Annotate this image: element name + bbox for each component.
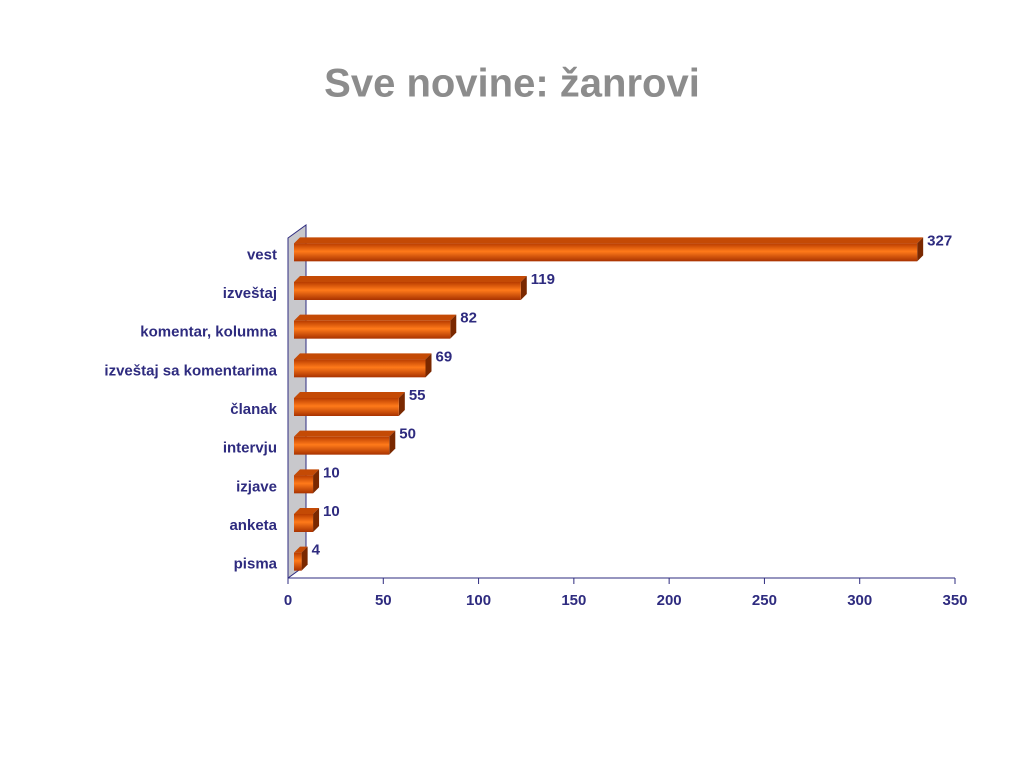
bar-top — [294, 508, 320, 514]
bar — [294, 243, 918, 262]
bar-top — [294, 353, 432, 360]
y-tick-label: izveštaj — [223, 285, 277, 302]
bar — [294, 359, 426, 378]
value-label: 119 — [531, 271, 555, 288]
bar — [294, 282, 521, 300]
x-tick-label: 250 — [752, 592, 777, 609]
bar-end — [398, 392, 405, 416]
value-label: 69 — [435, 348, 452, 365]
chart-title: Sve novine: žanrovi — [324, 62, 700, 106]
x-tick-label: 100 — [466, 592, 491, 609]
bar-end — [520, 276, 527, 300]
y-tick-label: komentar, kolumna — [140, 324, 277, 341]
bar — [294, 320, 451, 339]
bar-end — [313, 469, 320, 494]
bar-end — [450, 314, 457, 339]
y-tick-label: anketa — [229, 517, 277, 534]
bar-end — [313, 508, 320, 532]
y-tick-label: izveštaj sa komentarima — [104, 362, 277, 379]
bar — [294, 398, 399, 416]
value-label: 50 — [399, 426, 416, 443]
bar-end — [389, 430, 396, 455]
bar — [294, 552, 302, 571]
bar-end — [301, 546, 308, 571]
bar — [294, 436, 390, 455]
value-label: 4 — [312, 542, 321, 559]
bar-end — [425, 353, 432, 378]
value-label: 10 — [323, 464, 340, 481]
y-tick-label: pisma — [234, 556, 278, 573]
bar-top — [294, 430, 396, 437]
bar-end — [917, 237, 924, 262]
x-tick-label: 200 — [657, 592, 682, 609]
y-tick-label: intervju — [223, 440, 277, 457]
bar — [294, 475, 314, 494]
x-tick-label: 350 — [942, 592, 967, 609]
value-label: 10 — [323, 503, 340, 520]
bar-top — [294, 546, 308, 553]
y-tick-label: članak — [230, 401, 277, 418]
x-tick-label: 300 — [847, 592, 872, 609]
bar-top — [294, 314, 457, 321]
bar-top — [294, 276, 527, 282]
bar-top — [294, 392, 405, 398]
value-label: 327 — [927, 232, 952, 249]
value-label: 82 — [460, 310, 477, 327]
x-tick-label: 150 — [561, 592, 586, 609]
bar-top — [294, 469, 320, 476]
y-tick-label: vest — [247, 246, 277, 263]
y-tick-label: izjave — [236, 478, 277, 495]
bar — [294, 514, 314, 532]
value-label: 55 — [409, 387, 426, 404]
x-tick-label: 0 — [284, 592, 292, 609]
bar-top — [294, 237, 924, 244]
x-tick-label: 50 — [375, 592, 392, 609]
